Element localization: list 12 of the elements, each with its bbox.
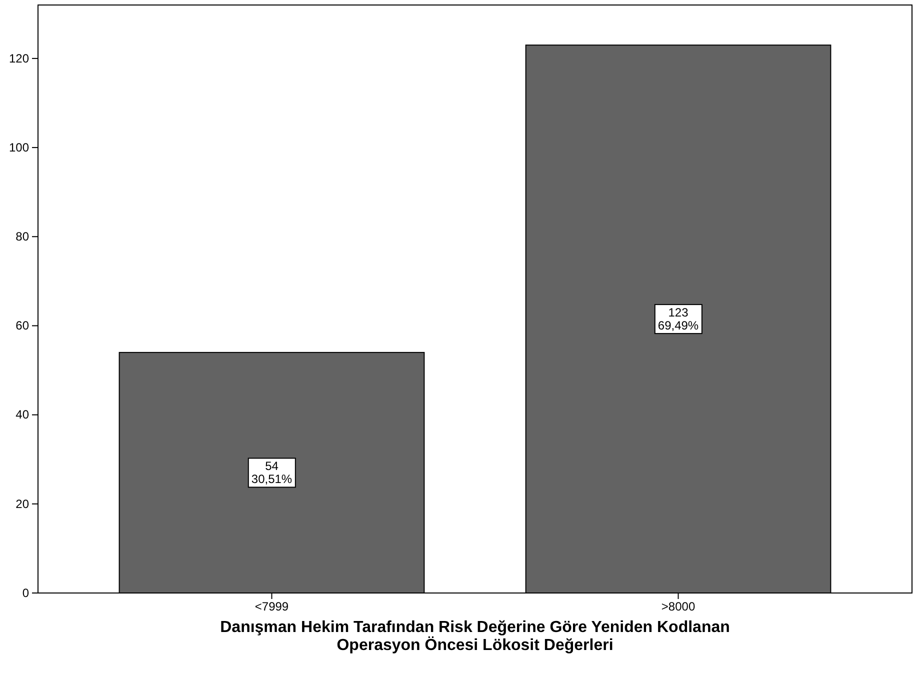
x-tick-label: <7999 xyxy=(254,600,289,614)
y-tick-label: 60 xyxy=(16,318,30,333)
y-tick-label: 100 xyxy=(8,140,30,154)
y-tick-label: 20 xyxy=(16,496,30,511)
y-tick-label: 80 xyxy=(16,229,30,244)
y-tick-label: 40 xyxy=(16,408,30,422)
y-tick-label: 0 xyxy=(22,586,30,600)
x-tick-label: >8000 xyxy=(661,600,696,614)
y-tick-label: 120 xyxy=(8,51,30,66)
data-label: 123 69,49% xyxy=(658,306,699,333)
x-axis-title: Danışman Hekim Tarafından Risk Değerine Göre Yeniden Kodlanan Operasyon Öncesi Lökosit Değerleri xyxy=(220,619,730,654)
data-label: 54 30,51% xyxy=(251,459,292,486)
